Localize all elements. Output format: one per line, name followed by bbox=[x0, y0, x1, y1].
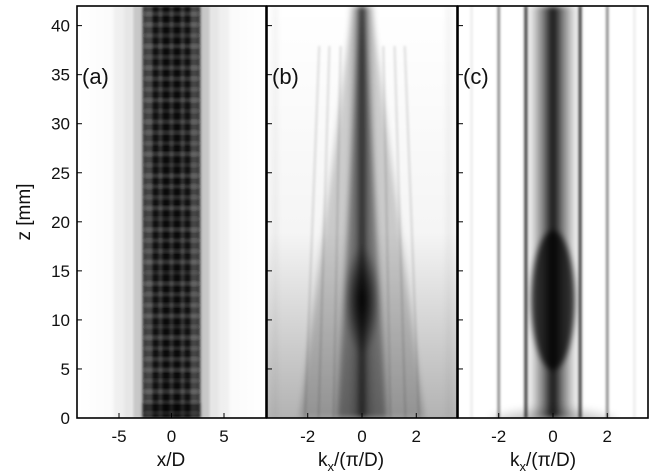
x-axis-label-b: kx/(π/D) bbox=[318, 450, 384, 473]
peak-b bbox=[344, 245, 380, 356]
band-a bbox=[144, 260, 199, 264]
base-a bbox=[142, 403, 201, 418]
band-a bbox=[144, 292, 199, 296]
x-tick-label: 2 bbox=[603, 427, 612, 446]
y-tick-label: 30 bbox=[51, 115, 70, 134]
panel-c-label: (c) bbox=[463, 64, 489, 89]
x-tick-label: 2 bbox=[412, 427, 421, 446]
streak-b bbox=[404, 45, 420, 418]
side-line-c bbox=[497, 6, 500, 418]
y-tick-label: 10 bbox=[51, 311, 70, 330]
inner-band-c bbox=[525, 6, 581, 418]
x-tick-label: -2 bbox=[300, 427, 315, 446]
y-axis: 0 5 10 15 20 25 30 35 40 bbox=[51, 17, 463, 428]
panel-a-label: (a) bbox=[82, 64, 109, 89]
side-line-c bbox=[606, 6, 609, 418]
band-a bbox=[144, 379, 199, 383]
side-line-c bbox=[578, 6, 582, 418]
band-a bbox=[144, 131, 199, 135]
side-line-c bbox=[470, 6, 473, 418]
band-a bbox=[144, 33, 199, 37]
x-tick-label: -2 bbox=[491, 427, 506, 446]
panel-b-label: (b) bbox=[272, 64, 299, 89]
panel-c-heatmap bbox=[470, 6, 636, 418]
streak-b bbox=[393, 45, 407, 418]
band-a bbox=[144, 282, 199, 286]
band-a bbox=[144, 217, 199, 221]
x-tick-label: 0 bbox=[167, 427, 176, 446]
band-a bbox=[144, 44, 199, 48]
x-axes: -5 0 5 -2 0 2 -2 0 2 bbox=[111, 413, 612, 446]
band-a bbox=[144, 400, 199, 404]
band-a bbox=[144, 368, 199, 372]
band-a bbox=[144, 249, 199, 253]
band-a bbox=[144, 314, 199, 318]
side-line-c bbox=[633, 6, 636, 418]
y-tick-label: 20 bbox=[51, 213, 70, 232]
band-a bbox=[144, 23, 199, 27]
band-a bbox=[144, 228, 199, 232]
band-a bbox=[144, 87, 199, 91]
y-tick-label: 35 bbox=[51, 66, 70, 85]
panel-b-heatmap bbox=[267, 6, 457, 418]
band-a bbox=[144, 163, 199, 167]
y-tick-label: 40 bbox=[51, 17, 70, 36]
band-a bbox=[144, 325, 199, 329]
streak-b bbox=[317, 45, 331, 418]
band-a bbox=[144, 98, 199, 102]
channel-a bbox=[113, 6, 125, 418]
y-axis-label: z [mm] bbox=[14, 184, 35, 241]
band-a bbox=[144, 357, 199, 361]
band-a bbox=[144, 195, 199, 199]
band-a bbox=[144, 141, 199, 145]
band-a bbox=[144, 152, 199, 156]
x-tick-label: 5 bbox=[219, 427, 228, 446]
band-a bbox=[144, 77, 199, 81]
streak-b bbox=[332, 45, 342, 418]
side-line-c bbox=[524, 6, 528, 418]
panel-a-heatmap bbox=[77, 6, 266, 418]
band-a bbox=[144, 174, 199, 178]
x-tick-label: 0 bbox=[357, 427, 366, 446]
channel-a bbox=[133, 6, 147, 418]
streak-b bbox=[304, 45, 320, 418]
band-a bbox=[144, 390, 199, 394]
y-tick-label: 0 bbox=[61, 409, 70, 428]
channel-a bbox=[208, 6, 219, 418]
streak-b bbox=[382, 45, 392, 418]
x-tick-label: 0 bbox=[548, 427, 557, 446]
x-axis-label-c: kx/(π/D) bbox=[510, 450, 576, 473]
channel-a bbox=[124, 6, 135, 418]
band-a bbox=[144, 12, 199, 16]
band-a bbox=[144, 336, 199, 340]
band-a bbox=[144, 120, 199, 124]
band-a bbox=[144, 303, 199, 307]
channel-a bbox=[218, 6, 230, 418]
band-a bbox=[144, 206, 199, 210]
band-a bbox=[144, 184, 199, 188]
x-tick-label: -5 bbox=[111, 427, 126, 446]
x-axis-label-a: x/D bbox=[157, 450, 186, 471]
y-tick-label: 15 bbox=[51, 262, 70, 281]
y-tick-label: 5 bbox=[61, 360, 70, 379]
band-a bbox=[144, 271, 199, 275]
core-b bbox=[348, 6, 376, 418]
band-a bbox=[144, 109, 199, 113]
band-a bbox=[144, 55, 199, 59]
channel-a bbox=[196, 6, 210, 418]
band-a bbox=[144, 66, 199, 70]
band-a bbox=[144, 238, 199, 242]
y-tick-label: 25 bbox=[51, 164, 70, 183]
band-a bbox=[144, 346, 199, 350]
